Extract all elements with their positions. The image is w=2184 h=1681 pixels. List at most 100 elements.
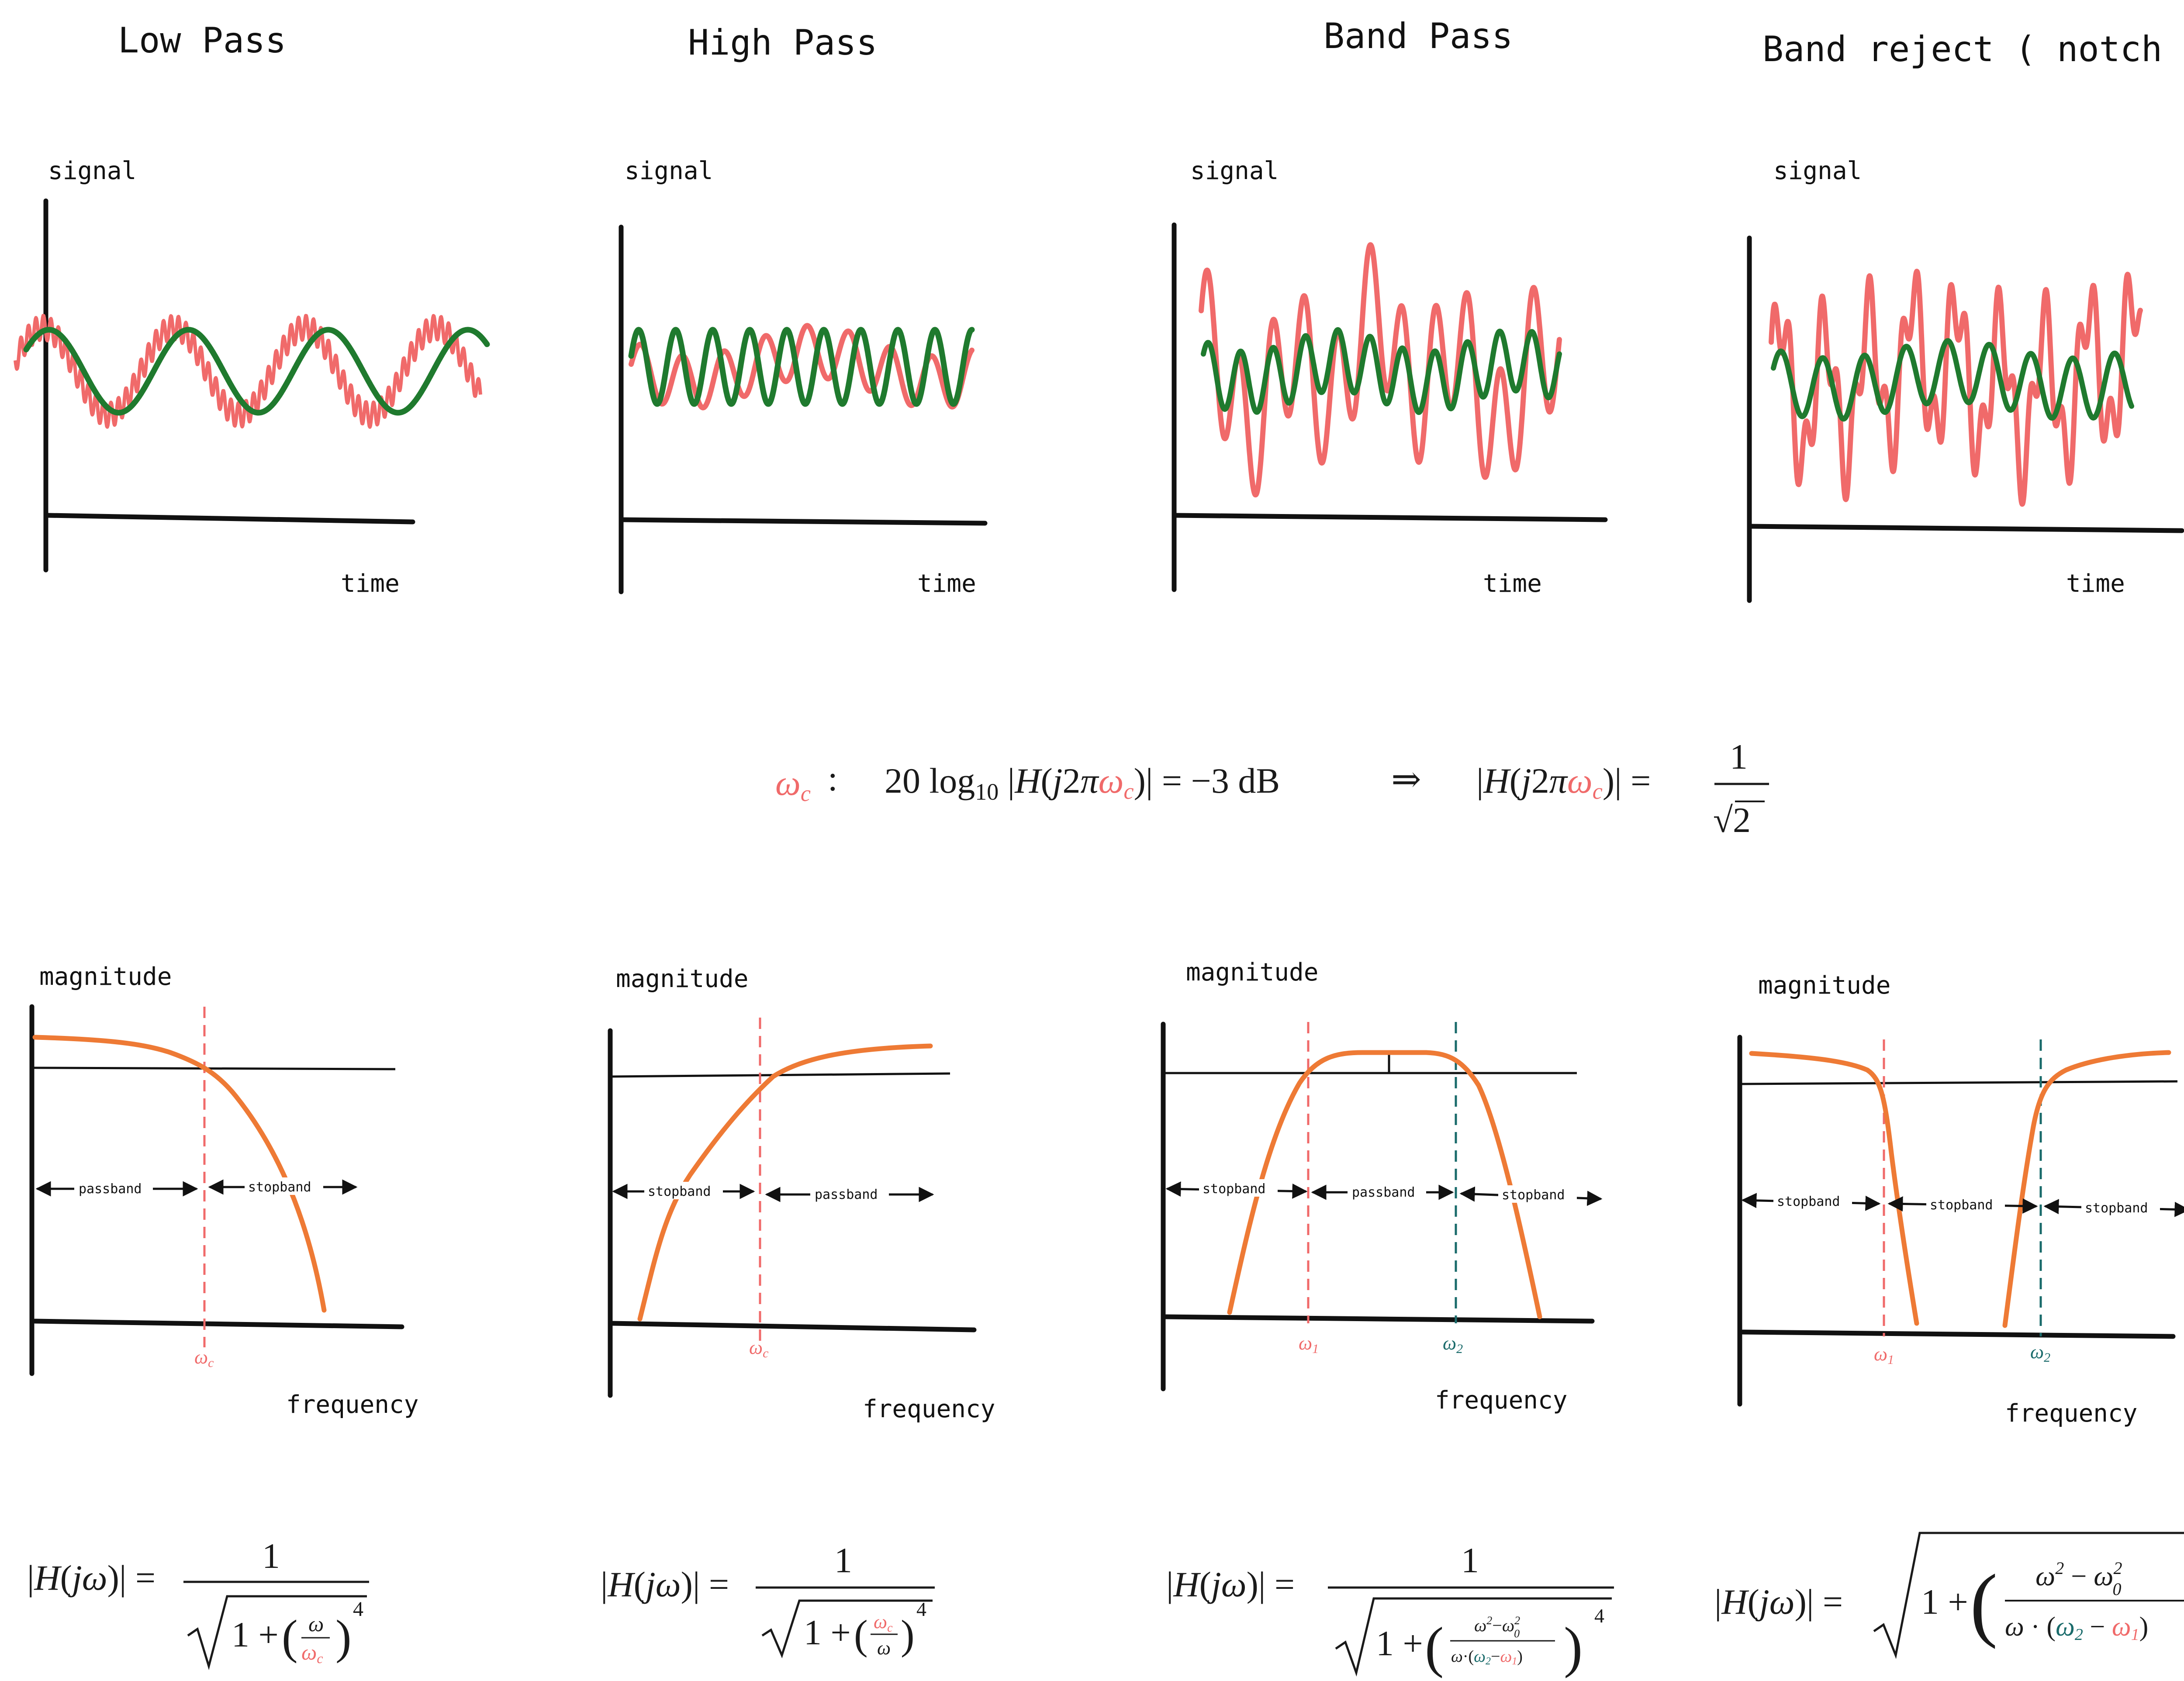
signal-ylabel: signal (625, 157, 713, 185)
svg-text:1 +: 1 + (1376, 1623, 1423, 1663)
filtered-signal-trace (628, 327, 975, 407)
formula-low-pass: |H(jω)| = 1 1 + ( ω ωc ) 4 (27, 1536, 369, 1671)
signal-ylabel: signal (48, 157, 136, 185)
svg-text:ω·(ω2−ω1): ω·(ω2−ω1) (1451, 1647, 1523, 1667)
svg-text:|H(jω)| =: |H(jω)| = (601, 1564, 729, 1604)
magnitude-panel-low: magnitude passband stopband ωc frequency (29, 963, 418, 1419)
magnitude-curve (637, 1043, 933, 1322)
signal-panel-low: signal time (14, 157, 490, 598)
magnitude-panel-band: magnitude stopband passband stopband ω1 … (1161, 958, 1603, 1415)
cutoff-label-w2: ω2 (2030, 1341, 2050, 1365)
fraction-denominator: √2 (1713, 800, 1751, 840)
svg-text:): ) (1564, 1616, 1583, 1679)
magnitude-ylabel: magnitude (1758, 971, 1890, 1000)
magnitude-curve (1227, 1050, 1542, 1319)
cutoff-colon: : (828, 759, 838, 798)
cutoff-label-w2: ω2 (1443, 1332, 1463, 1356)
svg-text:ω2 − ω20: ω2 − ω2 0 (2035, 1558, 2122, 1599)
cutoff-label-w1: ω1 (1299, 1332, 1319, 1356)
svg-text:(: ( (282, 1610, 298, 1664)
svg-text:ω: ω (877, 1637, 891, 1659)
stopband-label: stopband (248, 1180, 311, 1195)
svg-text:4: 4 (1594, 1605, 1604, 1627)
x-axis (1747, 524, 2184, 533)
signal-panel-reject: signal time (1747, 157, 2184, 603)
svg-text:1 +: 1 + (232, 1615, 279, 1654)
svg-text:|H(jω)| =: |H(jω)| = (27, 1558, 156, 1598)
magnitude-ylabel: magnitude (39, 963, 172, 991)
signal-ylabel: signal (1190, 157, 1279, 185)
x-axis (45, 513, 415, 525)
svg-text:1: 1 (262, 1536, 280, 1576)
title-band-reject: Band reject ( notch ) (1762, 29, 2184, 69)
reference-level-line (1742, 1080, 2178, 1085)
svg-text:4: 4 (353, 1598, 363, 1621)
stopband-label: stopband (1502, 1187, 1565, 1203)
magnitude-ylabel: magnitude (616, 965, 748, 993)
signal-ylabel: signal (1773, 157, 1862, 185)
magnitude-curve-right (2002, 1050, 2171, 1328)
title-low-pass: Low Pass (118, 20, 286, 61)
passband-label: passband (1352, 1185, 1415, 1200)
title-band-pass: Band Pass (1324, 16, 1513, 56)
stopband-label: stopband (1203, 1181, 1266, 1197)
svg-text:ω: ω (308, 1612, 324, 1636)
svg-text:(: ( (1970, 1558, 1997, 1650)
svg-text:1: 1 (834, 1540, 852, 1580)
magnitude-ylabel: magnitude (1186, 958, 1318, 987)
filtered-signal-trace (23, 327, 490, 416)
signal-panel-band: signal time (1171, 157, 1608, 598)
cutoff-rhs-lhs: |H(j2πωc)| = (1476, 761, 1651, 804)
formula-band-reject: |H(jω)| = 1 + ( ω2 − ω20 ω · (ω2 − ω1) )… (1714, 1532, 2184, 1659)
formula-high-pass: |H(jω)| = 1 1 + ( ωc ω ) 4 (601, 1540, 935, 1659)
reference-level-line (34, 1067, 396, 1070)
formula-band-pass: |H(jω)| = 1 1 + ( ω2−ω2 0 ω·(ω2−ω1) ) 4 (1166, 1540, 1614, 1679)
stopband-label: stopband (648, 1184, 711, 1199)
cutoff-symbol: ωc (775, 763, 811, 806)
signal-xlabel: time (341, 570, 400, 598)
magnitude-curve (32, 1035, 327, 1313)
svg-text:4: 4 (916, 1598, 926, 1620)
x-axis (32, 1319, 404, 1329)
stopband-label: stopband (1930, 1198, 1993, 1213)
passband-label: passband (79, 1181, 142, 1197)
svg-text:(: ( (854, 1612, 868, 1658)
signal-panel-high: signal time (619, 157, 988, 598)
stopband-label: stopband (1777, 1194, 1840, 1209)
svg-text:1 +: 1 + (1921, 1582, 1968, 1622)
svg-text:ω · (ω2 − ω1): ω · (ω2 − ω1) (2005, 1612, 2148, 1644)
magnitude-curve-left (1749, 1051, 1919, 1326)
magnitude-xlabel: frequency (863, 1395, 995, 1423)
noisy-signal-trace (1199, 242, 1562, 497)
x-axis (620, 517, 988, 526)
svg-text:(: ( (1425, 1616, 1444, 1679)
magnitude-xlabel: frequency (2005, 1399, 2137, 1428)
stopband-label: stopband (2085, 1201, 2148, 1216)
svg-text:ωc: ωc (301, 1640, 323, 1666)
title-high-pass: High Pass (688, 22, 877, 63)
cutoff-label: ωc (194, 1346, 214, 1370)
reference-level-line (611, 1072, 950, 1078)
x-axis (1740, 1329, 2176, 1339)
signal-xlabel: time (917, 570, 976, 598)
svg-text:|H(jω)| =: |H(jω)| = (1714, 1582, 1843, 1622)
magnitude-xlabel: frequency (286, 1391, 418, 1419)
svg-text:ωc: ωc (874, 1611, 893, 1635)
x-axis (1161, 1314, 1595, 1324)
svg-text:1 +: 1 + (804, 1612, 851, 1652)
cutoff-label-w1: ω1 (1874, 1343, 1894, 1367)
filtered-signal-trace (1201, 327, 1562, 415)
svg-text:): ) (335, 1610, 352, 1664)
cutoff-lhs: 20 log10 |H(j2πωc)| = −3 dB (885, 761, 1280, 805)
implies-arrow: ⇒ (1391, 759, 1421, 799)
x-axis (609, 1321, 977, 1332)
signal-xlabel: time (1483, 570, 1542, 598)
svg-text:): ) (901, 1612, 915, 1658)
fraction-numerator: 1 (1730, 737, 1748, 777)
signal-xlabel: time (2066, 570, 2125, 598)
svg-text:|H(jω)| =: |H(jω)| = (1166, 1564, 1295, 1604)
cutoff-equation: ωc : 20 log10 |H(j2πωc)| = −3 dB ⇒ |H(j2… (775, 737, 1769, 840)
svg-text:1: 1 (1461, 1540, 1479, 1580)
x-axis (1172, 513, 1608, 522)
